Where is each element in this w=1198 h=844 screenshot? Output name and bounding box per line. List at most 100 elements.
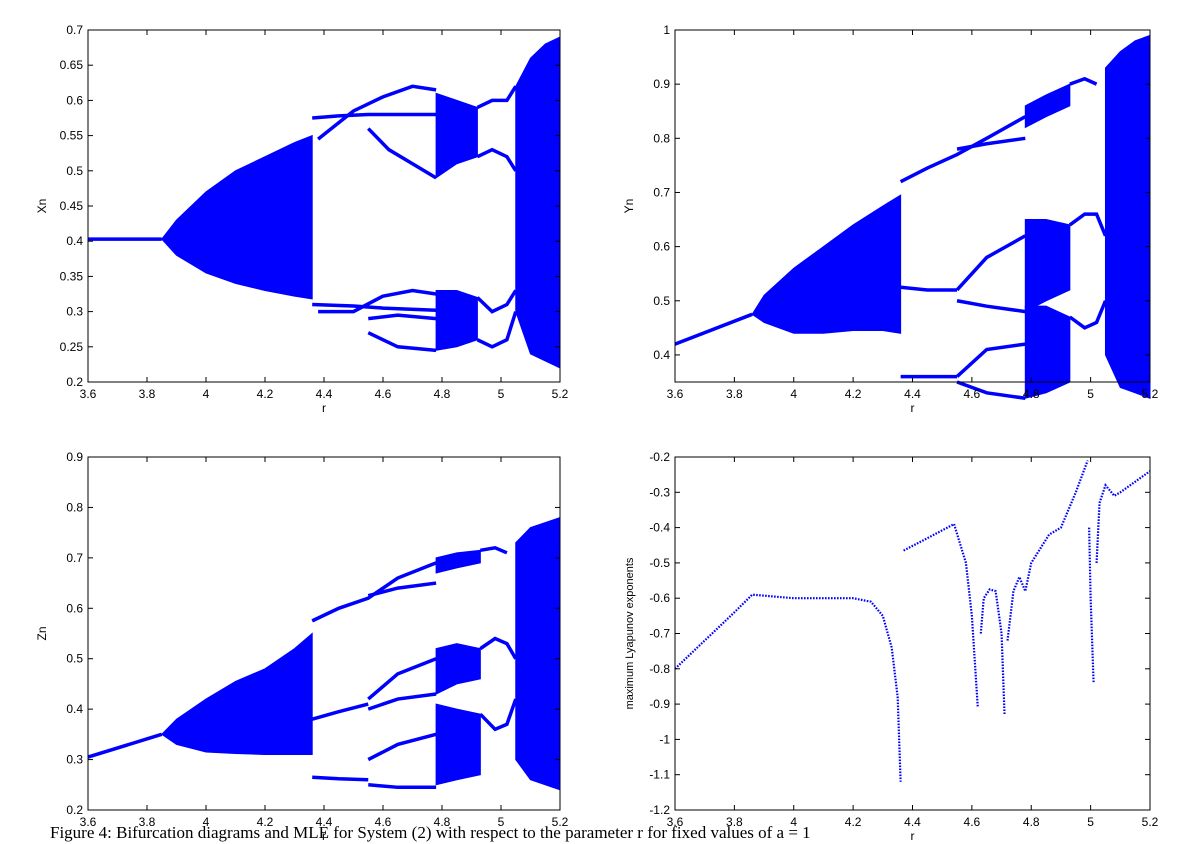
y-tick-label: 0.35 bbox=[60, 269, 84, 283]
y-tick-label: -0.4 bbox=[649, 521, 670, 535]
branch bbox=[1068, 212, 1108, 237]
panel: 3.6 3.8 4 4.2 4.4 4.6 4.8 5 5.2 0.2 0.25 0.3 0.35 0.4… bbox=[35, 23, 569, 415]
y-axis-label: Xn bbox=[35, 199, 49, 214]
y-tick-label: -1 bbox=[659, 732, 670, 746]
panel: 3.6 3.8 4 4.2 4.4 4.6 4.8 5 5.2 -1.2 -1.1 -1 -0.9 -0.… bbox=[624, 450, 1159, 843]
x-tick-label: 4 bbox=[203, 387, 210, 401]
x-tick-label: 3.8 bbox=[726, 387, 743, 401]
branch bbox=[312, 112, 437, 120]
x-tick-label: 5 bbox=[1087, 815, 1094, 829]
branch bbox=[479, 636, 518, 660]
branch bbox=[312, 775, 369, 782]
y-tick-label: -0.2 bbox=[649, 450, 670, 464]
y-tick-label: 0.3 bbox=[66, 305, 83, 319]
band bbox=[435, 643, 481, 695]
x-axis-label: r bbox=[911, 829, 915, 843]
branch bbox=[674, 593, 902, 782]
branch bbox=[955, 342, 1026, 378]
x-tick-label: 3.6 bbox=[80, 387, 97, 401]
x-tick-label: 3.6 bbox=[80, 815, 97, 829]
band bbox=[1024, 83, 1071, 129]
x-tick-label: 3.8 bbox=[726, 815, 743, 829]
branch bbox=[476, 311, 518, 349]
y-tick-label: 0.7 bbox=[653, 185, 670, 199]
y-tick-label: 0.25 bbox=[60, 340, 84, 354]
y-tick-label: 0.3 bbox=[66, 753, 83, 767]
branch bbox=[476, 85, 518, 110]
y-axis-label: Yn bbox=[622, 199, 636, 214]
y-tick-label: -0.6 bbox=[649, 591, 670, 605]
branch bbox=[955, 234, 1027, 292]
branch bbox=[367, 692, 437, 711]
branch bbox=[1088, 527, 1095, 683]
x-tick-label: 4.2 bbox=[257, 815, 274, 829]
y-tick-label: -0.7 bbox=[649, 627, 670, 641]
branch bbox=[1068, 300, 1108, 330]
y-tick-label: 0.8 bbox=[66, 500, 83, 514]
x-tick-label: 4 bbox=[790, 815, 797, 829]
y-tick-label: 0.7 bbox=[66, 23, 83, 37]
y-tick-label: 0.9 bbox=[66, 450, 83, 464]
x-tick-label: 3.8 bbox=[139, 815, 156, 829]
x-tick-label: 3.6 bbox=[667, 387, 684, 401]
y-tick-label: -1.2 bbox=[649, 803, 670, 817]
branch bbox=[1095, 470, 1151, 563]
y-tick-label: -0.9 bbox=[649, 697, 670, 711]
y-tick-label: 0.4 bbox=[66, 234, 83, 248]
axes-frame bbox=[87, 29, 561, 383]
x-tick-label: 3.8 bbox=[139, 387, 156, 401]
band bbox=[435, 92, 478, 179]
x-tick-label: 4.4 bbox=[316, 815, 333, 829]
branch bbox=[480, 545, 508, 555]
branch bbox=[1006, 460, 1089, 641]
band bbox=[1024, 305, 1071, 399]
branch bbox=[368, 313, 437, 321]
x-tick-label: 4.8 bbox=[434, 387, 451, 401]
y-tick-label: 0.5 bbox=[66, 652, 83, 666]
panel: 3.6 3.8 4 4.2 4.4 4.6 4.8 5 5.2 0.2 0.3 0.4 0.5 0.6 0.… bbox=[35, 450, 569, 843]
branch bbox=[87, 732, 163, 759]
branch bbox=[367, 732, 437, 762]
x-tick-label: 5 bbox=[498, 387, 505, 401]
y-axis-label: maximum Lyapunov exponents bbox=[624, 557, 636, 709]
y-tick-label: 0.2 bbox=[66, 375, 83, 389]
band bbox=[435, 289, 478, 351]
band bbox=[751, 194, 902, 334]
branch bbox=[1069, 76, 1098, 86]
x-tick-label: 4.2 bbox=[845, 815, 862, 829]
x-tick-label: 5.2 bbox=[552, 815, 569, 829]
x-tick-label: 4.8 bbox=[1023, 815, 1040, 829]
branch bbox=[956, 299, 1026, 314]
x-tick-label: 4.2 bbox=[845, 387, 862, 401]
y-tick-label: -0.5 bbox=[649, 556, 670, 570]
x-tick-label: 4 bbox=[790, 387, 797, 401]
branch bbox=[903, 522, 979, 708]
y-tick-label: 0.45 bbox=[60, 199, 84, 213]
y-tick-label: 0.55 bbox=[60, 129, 84, 143]
branch bbox=[311, 561, 437, 623]
y-tick-label: -1.1 bbox=[649, 768, 670, 782]
branch bbox=[317, 84, 437, 141]
branch bbox=[312, 302, 437, 312]
x-tick-label: 4.6 bbox=[964, 815, 981, 829]
branch bbox=[476, 147, 518, 172]
x-axis-label: r bbox=[322, 401, 326, 415]
branch bbox=[956, 380, 1026, 400]
y-tick-label: 0.5 bbox=[66, 164, 83, 178]
y-tick-label: 0.5 bbox=[653, 294, 670, 308]
branch bbox=[367, 657, 437, 701]
branch bbox=[476, 289, 518, 314]
x-tick-label: 5.2 bbox=[552, 387, 569, 401]
x-tick-label: 5 bbox=[498, 815, 505, 829]
y-axis-label: Zn bbox=[35, 626, 49, 640]
caption: Figure 4: Bifurcation diagrams and MLE f… bbox=[50, 823, 811, 842]
y-tick-label: -0.8 bbox=[649, 662, 670, 676]
band bbox=[1024, 219, 1071, 313]
x-tick-label: 5.2 bbox=[1142, 815, 1159, 829]
y-tick-label: 1 bbox=[663, 23, 670, 37]
branch bbox=[368, 783, 437, 790]
x-tick-label: 4.4 bbox=[904, 387, 921, 401]
x-tick-label: 5.2 bbox=[1142, 387, 1159, 401]
x-tick-label: 3.6 bbox=[667, 815, 684, 829]
branch bbox=[900, 285, 958, 292]
